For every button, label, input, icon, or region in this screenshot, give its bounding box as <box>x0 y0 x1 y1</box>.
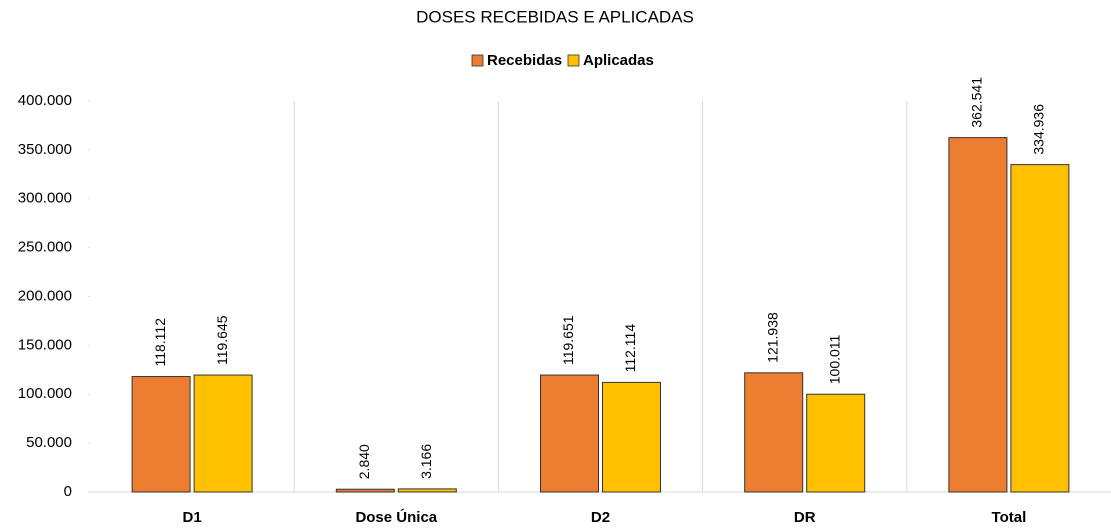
bar <box>131 376 191 493</box>
data-label: 119.645 <box>214 315 230 365</box>
data-label: 2.840 <box>356 444 372 479</box>
data-label: 100.011 <box>826 334 842 384</box>
data-label: 3.166 <box>418 444 434 479</box>
data-label: 119.651 <box>560 315 576 365</box>
bar <box>602 381 661 493</box>
y-tick-label: 250.000 <box>18 239 72 256</box>
y-tick-label: 350.000 <box>18 141 72 158</box>
x-tick-label: Dose Única <box>355 508 437 526</box>
x-tick-label: DR <box>794 509 816 526</box>
bar <box>806 393 866 493</box>
y-tick-label: 150.000 <box>18 336 72 353</box>
x-tick-label: Total <box>992 509 1027 526</box>
data-label: 334.936 <box>1031 104 1047 155</box>
legend-swatch <box>471 54 484 67</box>
y-tick-label: 200.000 <box>18 287 72 304</box>
bar <box>1010 164 1070 493</box>
x-tick-label: D2 <box>591 509 610 526</box>
x-tick-label: D1 <box>183 509 202 526</box>
data-label: 362.541 <box>969 77 985 128</box>
bar <box>744 372 804 493</box>
y-tick-label: 50.000 <box>26 434 72 451</box>
legend-swatch <box>567 54 580 67</box>
bar <box>193 374 253 493</box>
bar <box>540 374 599 493</box>
data-label: 121.938 <box>764 312 780 363</box>
y-tick-label: 0 <box>64 483 72 500</box>
y-tick-label: 300.000 <box>18 190 72 207</box>
bar <box>397 488 457 493</box>
y-tick-label: 400.000 <box>18 92 72 109</box>
data-label: 118.112 <box>152 318 168 367</box>
chart-title: DOSES RECEBIDAS E APLICADAS <box>416 7 694 26</box>
bar <box>335 488 395 493</box>
data-label: 112.114 <box>622 324 638 373</box>
legend-label: Aplicadas <box>583 52 654 69</box>
legend-label: Recebidas <box>487 52 562 69</box>
bar <box>948 137 1008 493</box>
y-tick-label: 100.000 <box>18 385 72 402</box>
